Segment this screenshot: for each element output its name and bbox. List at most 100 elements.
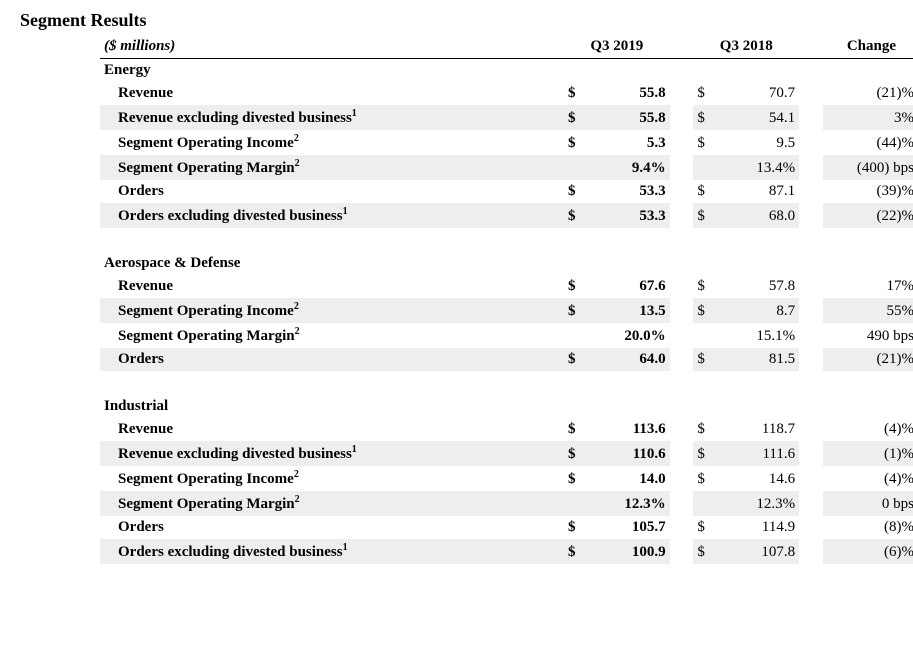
section-name: Industrial xyxy=(100,395,564,418)
currency-symbol: $ xyxy=(693,82,723,105)
value-change: 3% xyxy=(823,105,913,130)
footnote-ref: 2 xyxy=(295,494,300,505)
value-q2: 118.7 xyxy=(724,418,800,441)
currency-symbol: $ xyxy=(564,466,594,491)
value-change: (21)% xyxy=(823,348,913,371)
section-header-row: Industrial xyxy=(100,395,913,418)
value-change: (21)% xyxy=(823,82,913,105)
value-change: (22)% xyxy=(823,203,913,228)
col-head-change: Change xyxy=(823,35,913,59)
currency-symbol: $ xyxy=(693,298,723,323)
row-label: Segment Operating Margin2 xyxy=(100,155,564,180)
row-label: Revenue xyxy=(100,82,564,105)
value-q2: 68.0 xyxy=(724,203,800,228)
table-row: Segment Operating Income2$14.0$14.6(4)% xyxy=(100,466,913,491)
currency-symbol: $ xyxy=(693,203,723,228)
currency-symbol xyxy=(693,491,723,516)
row-label: Segment Operating Margin2 xyxy=(100,323,564,348)
value-change: 55% xyxy=(823,298,913,323)
table-row: Segment Operating Margin212.3%12.3%0 bps xyxy=(100,491,913,516)
currency-symbol: $ xyxy=(693,130,723,155)
row-label: Orders excluding divested business1 xyxy=(100,539,564,564)
value-q1: 55.8 xyxy=(594,105,670,130)
col-head-q1: Q3 2019 xyxy=(564,35,670,59)
value-q2: 114.9 xyxy=(724,516,800,539)
value-change: (6)% xyxy=(823,539,913,564)
currency-symbol: $ xyxy=(693,516,723,539)
row-label: Orders xyxy=(100,516,564,539)
currency-symbol: $ xyxy=(693,180,723,203)
currency-symbol: $ xyxy=(564,539,594,564)
value-change: (1)% xyxy=(823,441,913,466)
segment-results-table: ($ millions)Q3 2019Q3 2018ChangeEnergyRe… xyxy=(100,35,913,564)
row-label: Revenue xyxy=(100,275,564,298)
row-label: Segment Operating Margin2 xyxy=(100,491,564,516)
value-q1: 9.4% xyxy=(594,155,670,180)
table-row: Orders$53.3$87.1(39)% xyxy=(100,180,913,203)
currency-symbol: $ xyxy=(693,418,723,441)
table-row: Revenue excluding divested business1$55.… xyxy=(100,105,913,130)
currency-symbol: $ xyxy=(564,418,594,441)
value-q2: 107.8 xyxy=(724,539,800,564)
footnote-ref: 1 xyxy=(352,444,357,455)
value-q2: 14.6 xyxy=(724,466,800,491)
value-q1: 20.0% xyxy=(594,323,670,348)
value-change: 490 bps xyxy=(823,323,913,348)
value-q2: 8.7 xyxy=(724,298,800,323)
value-q2: 111.6 xyxy=(724,441,800,466)
footnote-ref: 2 xyxy=(295,158,300,169)
row-label: Orders xyxy=(100,348,564,371)
table-row: Segment Operating Margin2 20.0% 15.1% 490 b… xyxy=(100,323,913,348)
table-row: Revenue$113.6$118.7(4)% xyxy=(100,418,913,441)
table-header-row: ($ millions)Q3 2019Q3 2018Change xyxy=(100,35,913,59)
row-label: Segment Operating Income2 xyxy=(100,298,564,323)
currency-symbol: $ xyxy=(564,441,594,466)
value-q2: 70.7 xyxy=(724,82,800,105)
value-change: 17% xyxy=(823,275,913,298)
footnote-ref: 1 xyxy=(343,206,348,217)
table-row: Segment Operating Income2$13.5$8.755% xyxy=(100,298,913,323)
row-label: Segment Operating Income2 xyxy=(100,466,564,491)
currency-symbol: $ xyxy=(564,298,594,323)
row-label: Revenue xyxy=(100,418,564,441)
table-row: Orders$105.7$114.9(8)% xyxy=(100,516,913,539)
currency-symbol: $ xyxy=(564,105,594,130)
table-row: Revenue$55.8$70.7(21)% xyxy=(100,82,913,105)
currency-symbol xyxy=(693,323,723,348)
currency-symbol: $ xyxy=(564,82,594,105)
row-label: Segment Operating Income2 xyxy=(100,130,564,155)
currency-symbol: $ xyxy=(564,348,594,371)
table-row: Revenue$67.6$57.817% xyxy=(100,275,913,298)
value-q1: 55.8 xyxy=(594,82,670,105)
value-q1: 113.6 xyxy=(594,418,670,441)
currency-symbol xyxy=(693,155,723,180)
row-label: Revenue excluding divested business1 xyxy=(100,105,564,130)
section-name: Energy xyxy=(100,59,564,83)
row-label: Orders xyxy=(100,180,564,203)
value-q2: 9.5 xyxy=(724,130,800,155)
section-header-row: Aerospace & Defense xyxy=(100,252,913,275)
value-q1: 14.0 xyxy=(594,466,670,491)
value-q1: 110.6 xyxy=(594,441,670,466)
value-q1: 100.9 xyxy=(594,539,670,564)
currency-symbol: $ xyxy=(693,275,723,298)
value-change: 0 bps xyxy=(823,491,913,516)
table-row: Revenue excluding divested business1$110… xyxy=(100,441,913,466)
footnote-ref: 2 xyxy=(294,469,299,480)
footnote-ref: 1 xyxy=(343,542,348,553)
currency-symbol: $ xyxy=(564,275,594,298)
value-q2: 15.1% xyxy=(724,323,800,348)
row-label: Revenue excluding divested business1 xyxy=(100,441,564,466)
row-label: Orders excluding divested business1 xyxy=(100,203,564,228)
currency-symbol: $ xyxy=(564,130,594,155)
table-row: Orders$64.0$81.5(21)% xyxy=(100,348,913,371)
value-q2: 13.4% xyxy=(724,155,800,180)
currency-symbol: $ xyxy=(693,105,723,130)
value-change: (44)% xyxy=(823,130,913,155)
footnote-ref: 1 xyxy=(352,108,357,119)
currency-symbol: $ xyxy=(693,441,723,466)
value-q2: 57.8 xyxy=(724,275,800,298)
value-q2: 87.1 xyxy=(724,180,800,203)
value-q1: 5.3 xyxy=(594,130,670,155)
section-name: Aerospace & Defense xyxy=(100,252,564,275)
